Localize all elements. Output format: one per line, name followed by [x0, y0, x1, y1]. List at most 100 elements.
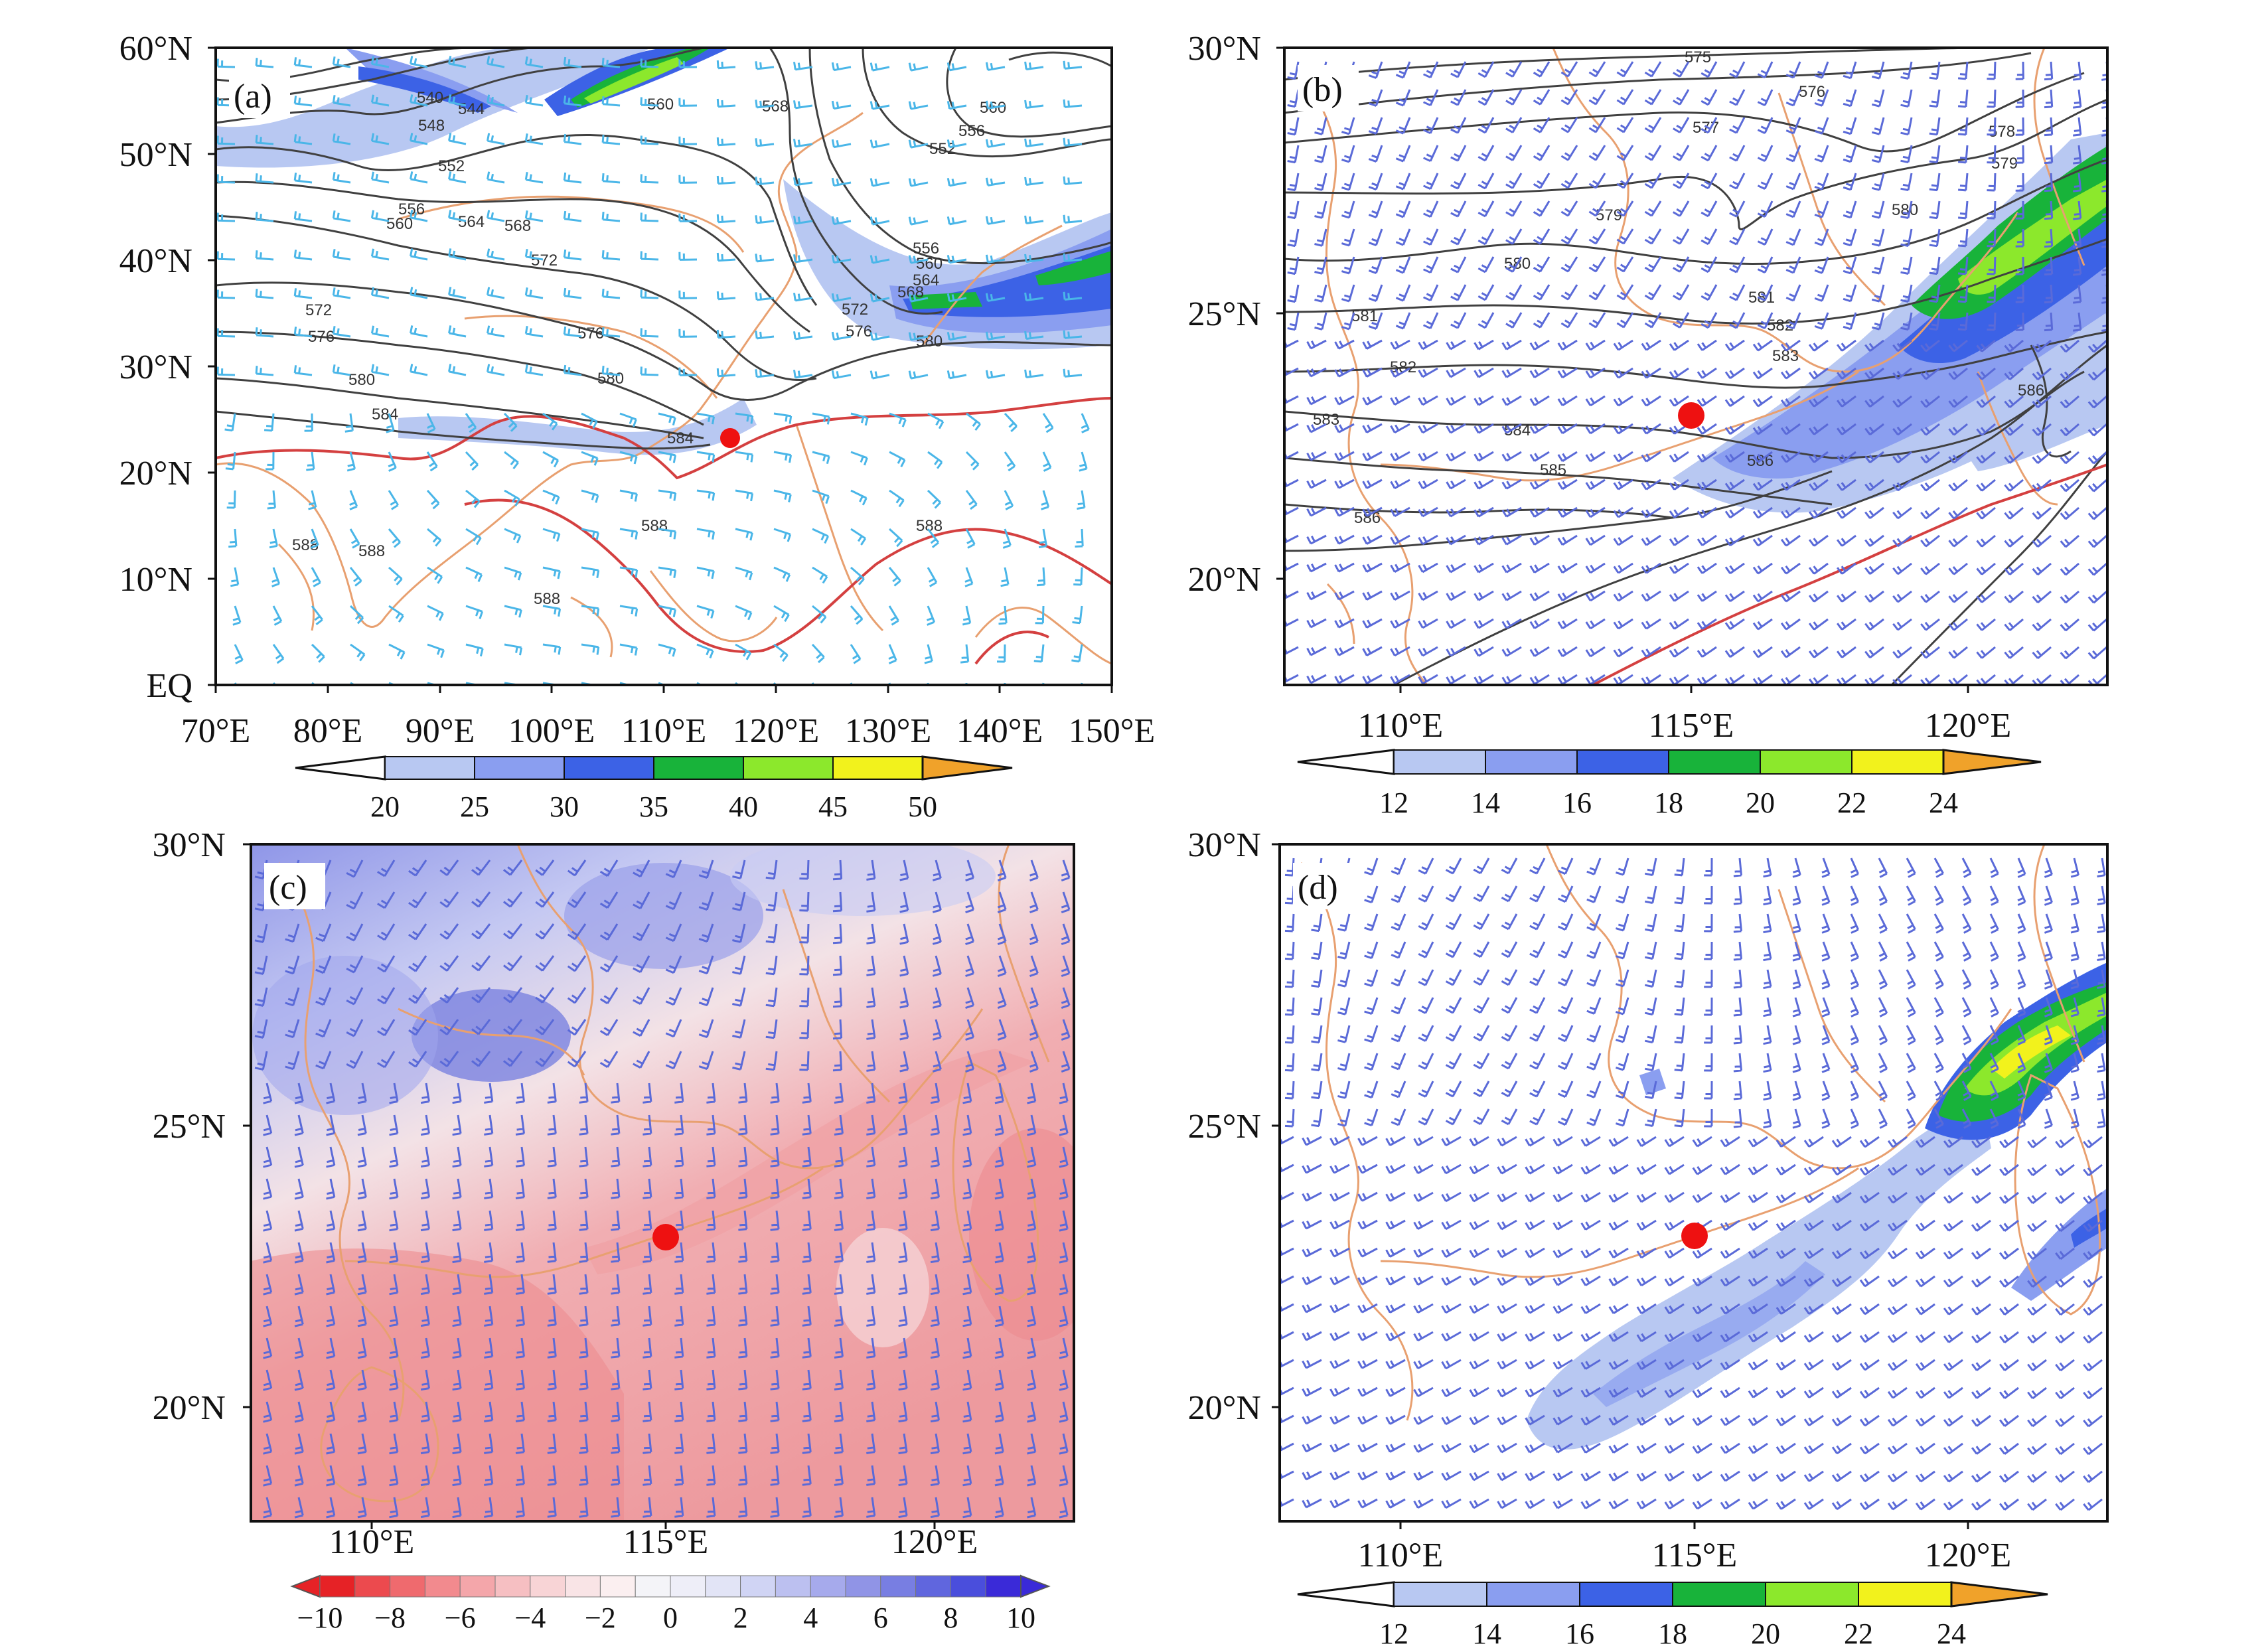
- panel-a-xtick: 140°E: [956, 712, 1043, 750]
- svg-text:581: 581: [1351, 307, 1378, 325]
- panel-c-ytick: 20°N: [153, 1389, 226, 1427]
- panel-d-xtick: 120°E: [1925, 1537, 2012, 1574]
- panel-b-xticks: 110°E 115°E 120°E: [1358, 685, 2011, 745]
- svg-text:582: 582: [1390, 358, 1416, 376]
- panel-d-cb-tick: 20: [1751, 1617, 1780, 1650]
- svg-text:576: 576: [1799, 83, 1825, 101]
- panel-a-xtick: 90°E: [406, 712, 475, 750]
- colorbar-swatch: [390, 1575, 425, 1598]
- colorbar-swatch: [459, 1575, 496, 1598]
- panel-a-ytick: 20°N: [119, 455, 192, 492]
- panel-d-cb-tick: 24: [1937, 1617, 1966, 1650]
- panel-d-cb-tick: 12: [1379, 1617, 1408, 1650]
- panel-a-cb-tick: 50: [908, 790, 937, 823]
- svg-text:580: 580: [916, 333, 943, 350]
- panel-c-ytick: 30°N: [153, 826, 226, 864]
- panel-c-xticks: 110°E 115°E 120°E: [329, 1521, 978, 1561]
- panel-c-map: [251, 844, 1074, 1521]
- panel-a-cb-tick: 40: [729, 790, 758, 823]
- panel-c-yticks: 30°N 25°N 20°N: [153, 826, 251, 1427]
- panel-d-cb-tick: 18: [1658, 1617, 1687, 1650]
- svg-text:576: 576: [577, 325, 604, 342]
- svg-text:582: 582: [1767, 317, 1793, 335]
- panel-a-xtick: 150°E: [1069, 712, 1156, 750]
- panel-d-colorbar: 12 14 16 18 20 22 24: [1297, 1581, 2048, 1650]
- panel-d-station-marker: [1681, 1223, 1708, 1249]
- svg-text:568: 568: [504, 217, 531, 235]
- panel-c-colorbar: −10 −8 −6 −4 −2 0 2 4 6 8 10: [290, 1574, 1051, 1634]
- panel-c: 110°E 115°E 120°E 30°N 25°N 20°N (c) −10…: [153, 826, 1075, 1634]
- svg-text:572: 572: [531, 252, 558, 269]
- panel-c-cb-tick: 0: [663, 1602, 678, 1634]
- panel-d-ytick: 25°N: [1188, 1108, 1261, 1146]
- colorbar-swatch: [599, 1575, 636, 1598]
- svg-text:552: 552: [929, 140, 956, 158]
- panel-d-cb-tick: 14: [1472, 1617, 1501, 1650]
- panel-a-ytick: 10°N: [119, 561, 192, 599]
- svg-text:548: 548: [418, 117, 445, 135]
- panel-d-xtick: 115°E: [1652, 1537, 1738, 1574]
- svg-text:580: 580: [348, 371, 375, 389]
- colorbar-swatch: [1486, 1582, 1580, 1607]
- colorbar-swatch: [1579, 1582, 1673, 1607]
- colorbar-swatch: [530, 1575, 566, 1598]
- colorbar-swatch: [740, 1575, 776, 1598]
- svg-text:584: 584: [1504, 421, 1531, 439]
- panel-b-ytick: 30°N: [1188, 30, 1261, 68]
- colorbar-swatch: [1765, 1582, 1859, 1607]
- colorbar-swatch: [1485, 749, 1578, 775]
- svg-text:588: 588: [534, 590, 560, 608]
- svg-text:580: 580: [597, 370, 624, 388]
- panel-c-label: (c): [269, 869, 307, 907]
- svg-text:588: 588: [641, 517, 668, 535]
- panel-c-cb-tick: −2: [585, 1602, 616, 1634]
- panel-a-colorbar: 20 25 30 35 40 45 50: [295, 755, 1013, 823]
- panel-b-ytick: 25°N: [1188, 295, 1261, 333]
- panel-d-ytick: 20°N: [1188, 1389, 1261, 1427]
- panel-b-xtick: 115°E: [1649, 707, 1734, 745]
- panel-c-ytick: 25°N: [153, 1108, 226, 1146]
- panel-c-cb-tick: 4: [803, 1602, 818, 1634]
- panel-c-cb-tick: 6: [873, 1602, 888, 1634]
- colorbar-swatch: [1760, 749, 1852, 775]
- colorbar-swatch: [1576, 749, 1669, 775]
- svg-text:564: 564: [458, 213, 485, 231]
- panel-c-cb-tick: 10: [1006, 1602, 1035, 1634]
- panel-b-cb-tick: 14: [1471, 787, 1500, 819]
- panel-a-cb-tick: 25: [460, 790, 489, 823]
- svg-text:576: 576: [308, 328, 335, 346]
- svg-text:564: 564: [913, 271, 939, 289]
- svg-text:560: 560: [386, 215, 413, 233]
- panel-d-cb-tick: 22: [1844, 1617, 1873, 1650]
- colorbar-swatch: [635, 1575, 671, 1598]
- panel-b-station-marker: [1678, 402, 1704, 429]
- panel-b-cb-tick: 22: [1837, 787, 1866, 819]
- panel-a-ytick: 30°N: [119, 348, 192, 386]
- colorbar-swatch: [1858, 1582, 1952, 1607]
- svg-text:580: 580: [1892, 201, 1918, 219]
- svg-text:556: 556: [958, 122, 985, 140]
- panel-d-cb-tick: 16: [1565, 1617, 1594, 1650]
- panel-b-ytick: 20°N: [1188, 561, 1261, 599]
- panel-d-label: (d): [1298, 869, 1338, 907]
- colorbar-swatch: [384, 756, 475, 780]
- panel-a-station-marker: [720, 428, 740, 448]
- colorbar-swatch: [319, 1575, 356, 1598]
- colorbar-swatch: [950, 1575, 986, 1598]
- colorbar-swatch: [1668, 749, 1761, 775]
- panel-c-cb-tick: −6: [445, 1602, 476, 1634]
- svg-text:588: 588: [358, 542, 385, 560]
- svg-text:581: 581: [1748, 289, 1775, 307]
- panel-c-cb-tick: −8: [374, 1602, 406, 1634]
- panel-d-xtick: 110°E: [1358, 1537, 1444, 1574]
- panel-b-colorbar: 12 14 16 18 20 22 24: [1297, 749, 2042, 819]
- colorbar-swatch: [1393, 1582, 1487, 1607]
- panel-a-xtick: 110°E: [621, 712, 707, 750]
- colorbar-swatch: [845, 1575, 881, 1598]
- svg-text:585: 585: [1540, 461, 1566, 479]
- panel-a-ytick: 60°N: [119, 30, 192, 68]
